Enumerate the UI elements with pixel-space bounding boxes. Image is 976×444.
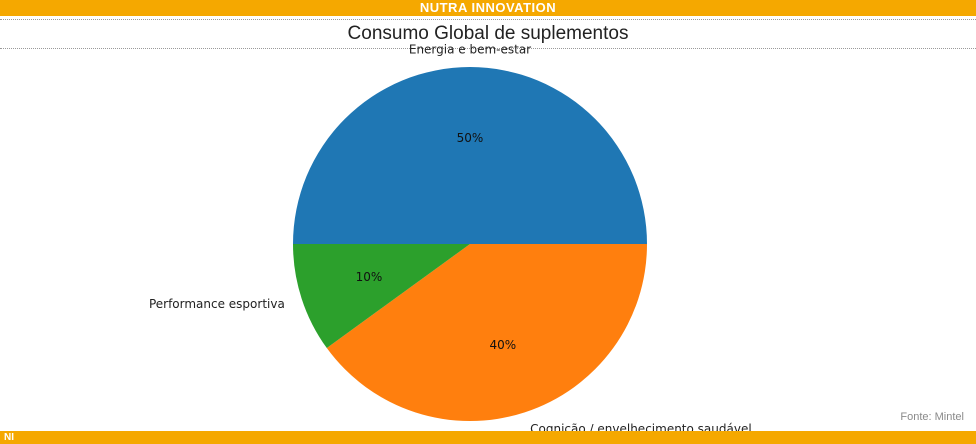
pie-slice-cognicao xyxy=(326,244,647,421)
footer-banner: NI xyxy=(0,431,976,444)
brand-banner: NUTRA INNOVATION xyxy=(0,0,976,16)
category-label-performance: Performance esportiva xyxy=(149,297,285,311)
title-divider xyxy=(0,48,976,49)
percent-label-cognicao: 40% xyxy=(489,338,516,352)
source-note: Fonte: Mintel xyxy=(900,411,964,423)
brand-title: NUTRA INNOVATION xyxy=(419,0,557,15)
pie-slice-performance xyxy=(293,244,470,349)
pie-slice-energia xyxy=(293,67,647,244)
ni-logo: NI xyxy=(4,432,14,443)
percent-label-energia: 50% xyxy=(457,131,484,145)
chart-title: Consumo Global de suplementos xyxy=(347,23,629,44)
category-label-energia: Energia e bem-estar xyxy=(409,42,531,56)
top-divider xyxy=(0,19,976,20)
percent-label-performance: 10% xyxy=(356,270,383,284)
